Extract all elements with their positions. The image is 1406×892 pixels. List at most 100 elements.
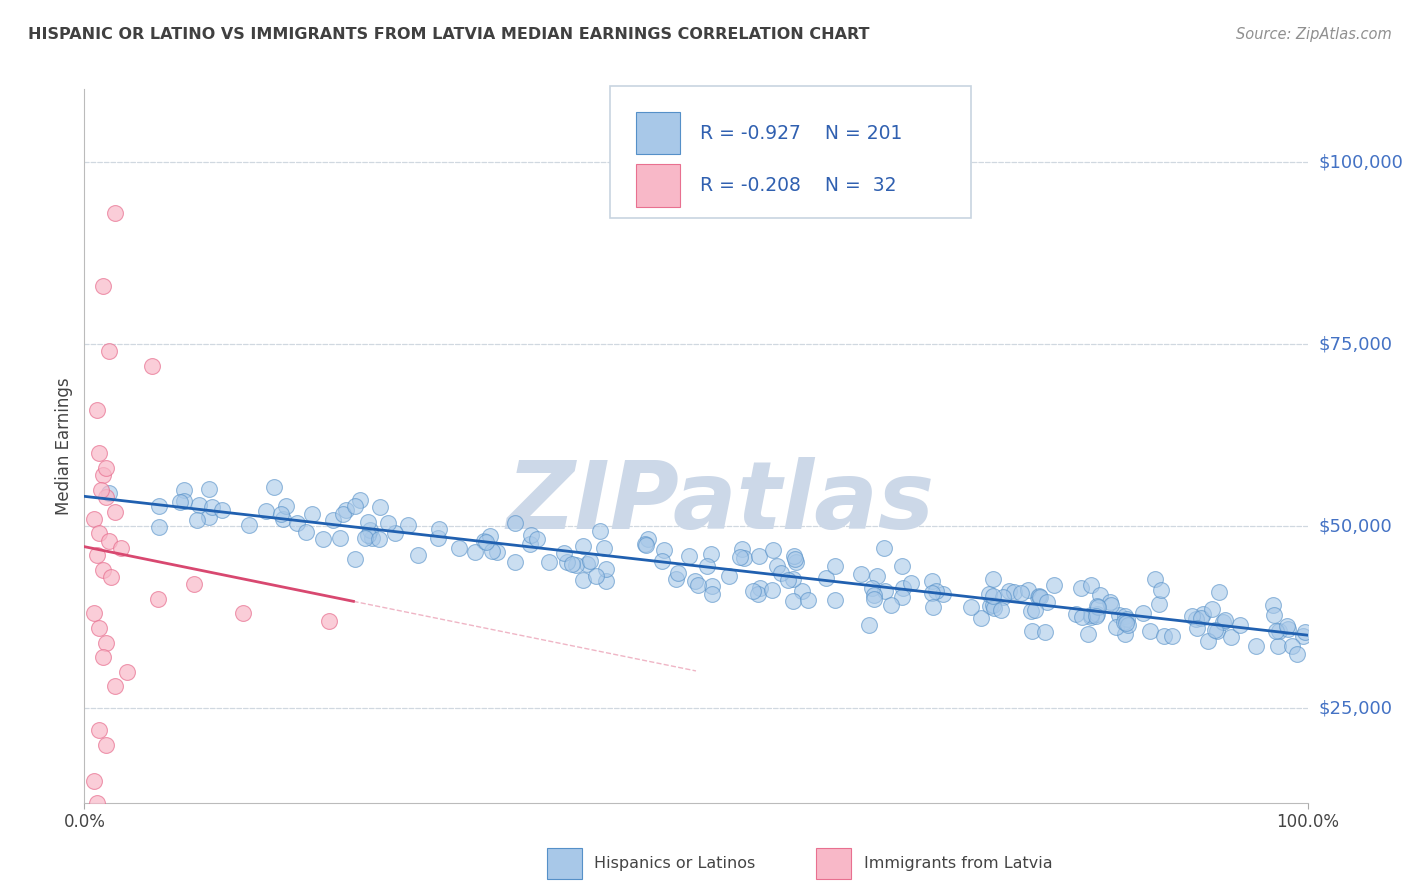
Text: Immigrants from Latvia: Immigrants from Latvia bbox=[863, 856, 1052, 871]
Point bbox=[1071, 610, 1094, 624]
Point bbox=[796, 593, 818, 607]
Point bbox=[104, 206, 127, 220]
Point bbox=[666, 566, 689, 581]
Point bbox=[863, 588, 886, 602]
Point bbox=[1036, 594, 1059, 608]
Point bbox=[1098, 595, 1121, 609]
FancyBboxPatch shape bbox=[815, 847, 851, 880]
Point bbox=[91, 468, 114, 483]
Point bbox=[1021, 624, 1043, 638]
Point bbox=[1112, 615, 1135, 630]
Point bbox=[332, 507, 354, 521]
Point bbox=[990, 603, 1012, 617]
Point bbox=[1213, 613, 1236, 627]
Point bbox=[91, 278, 114, 293]
Point bbox=[1291, 629, 1313, 643]
Point bbox=[361, 531, 384, 545]
Point bbox=[1080, 608, 1102, 623]
Point bbox=[665, 572, 688, 586]
Point bbox=[110, 541, 132, 555]
Point bbox=[87, 446, 110, 460]
Point bbox=[873, 541, 896, 555]
Point bbox=[1019, 604, 1042, 618]
Point bbox=[824, 558, 846, 573]
Point bbox=[921, 574, 943, 588]
Point bbox=[198, 482, 221, 496]
Point bbox=[678, 549, 700, 563]
Point bbox=[572, 573, 595, 587]
Point bbox=[1077, 627, 1099, 641]
Point bbox=[700, 547, 723, 561]
Point bbox=[733, 550, 755, 565]
Point bbox=[700, 579, 723, 593]
Point bbox=[86, 402, 108, 417]
Point bbox=[1181, 608, 1204, 623]
Point bbox=[1265, 624, 1288, 638]
Point bbox=[749, 581, 772, 595]
Point bbox=[83, 607, 105, 621]
Point bbox=[322, 513, 344, 527]
Point bbox=[1080, 610, 1102, 624]
Point bbox=[585, 568, 607, 582]
Point bbox=[686, 577, 709, 591]
Point bbox=[1114, 609, 1136, 624]
Point bbox=[979, 587, 1001, 601]
Point bbox=[1187, 621, 1209, 635]
Point bbox=[651, 554, 673, 568]
Point bbox=[762, 542, 785, 557]
Point bbox=[747, 587, 769, 601]
Point bbox=[761, 582, 783, 597]
Point bbox=[87, 621, 110, 635]
Point bbox=[1229, 618, 1251, 632]
Point bbox=[359, 523, 381, 537]
Point bbox=[301, 507, 323, 521]
Point bbox=[1197, 634, 1219, 648]
Point bbox=[932, 587, 955, 601]
Point bbox=[357, 516, 380, 530]
Point bbox=[198, 509, 221, 524]
Point bbox=[520, 528, 543, 542]
Point bbox=[769, 566, 792, 581]
Point bbox=[173, 493, 195, 508]
Point bbox=[90, 483, 112, 497]
Point bbox=[475, 534, 498, 549]
Point bbox=[86, 796, 108, 810]
Text: $100,000: $100,000 bbox=[1319, 153, 1403, 171]
Point bbox=[83, 774, 105, 789]
Point bbox=[211, 503, 233, 517]
Point bbox=[254, 504, 277, 518]
Point bbox=[1161, 629, 1184, 643]
Point bbox=[589, 524, 612, 538]
Point bbox=[1088, 588, 1111, 602]
Point bbox=[367, 533, 389, 547]
Point bbox=[979, 599, 1001, 614]
Point bbox=[270, 507, 292, 521]
Point bbox=[998, 584, 1021, 599]
Point bbox=[91, 563, 114, 577]
Point bbox=[1205, 624, 1227, 638]
Point bbox=[1150, 583, 1173, 598]
Point bbox=[555, 556, 578, 570]
Text: Hispanics or Latinos: Hispanics or Latinos bbox=[595, 856, 755, 871]
Point bbox=[186, 512, 208, 526]
Point bbox=[993, 590, 1015, 604]
Point bbox=[1116, 612, 1139, 626]
Point bbox=[335, 503, 357, 517]
Point bbox=[1189, 611, 1212, 625]
Point bbox=[295, 524, 318, 539]
Point bbox=[238, 517, 260, 532]
Point bbox=[96, 635, 118, 649]
Point bbox=[464, 545, 486, 559]
Point bbox=[344, 551, 367, 566]
Point bbox=[406, 548, 429, 562]
Point bbox=[97, 486, 120, 500]
Point bbox=[86, 548, 108, 562]
Point bbox=[891, 591, 914, 605]
Text: $50,000: $50,000 bbox=[1319, 517, 1392, 535]
FancyBboxPatch shape bbox=[636, 112, 681, 154]
Point bbox=[396, 518, 419, 533]
Point bbox=[87, 526, 110, 541]
Point bbox=[318, 614, 340, 628]
Point bbox=[1268, 624, 1291, 639]
Point bbox=[860, 581, 883, 595]
